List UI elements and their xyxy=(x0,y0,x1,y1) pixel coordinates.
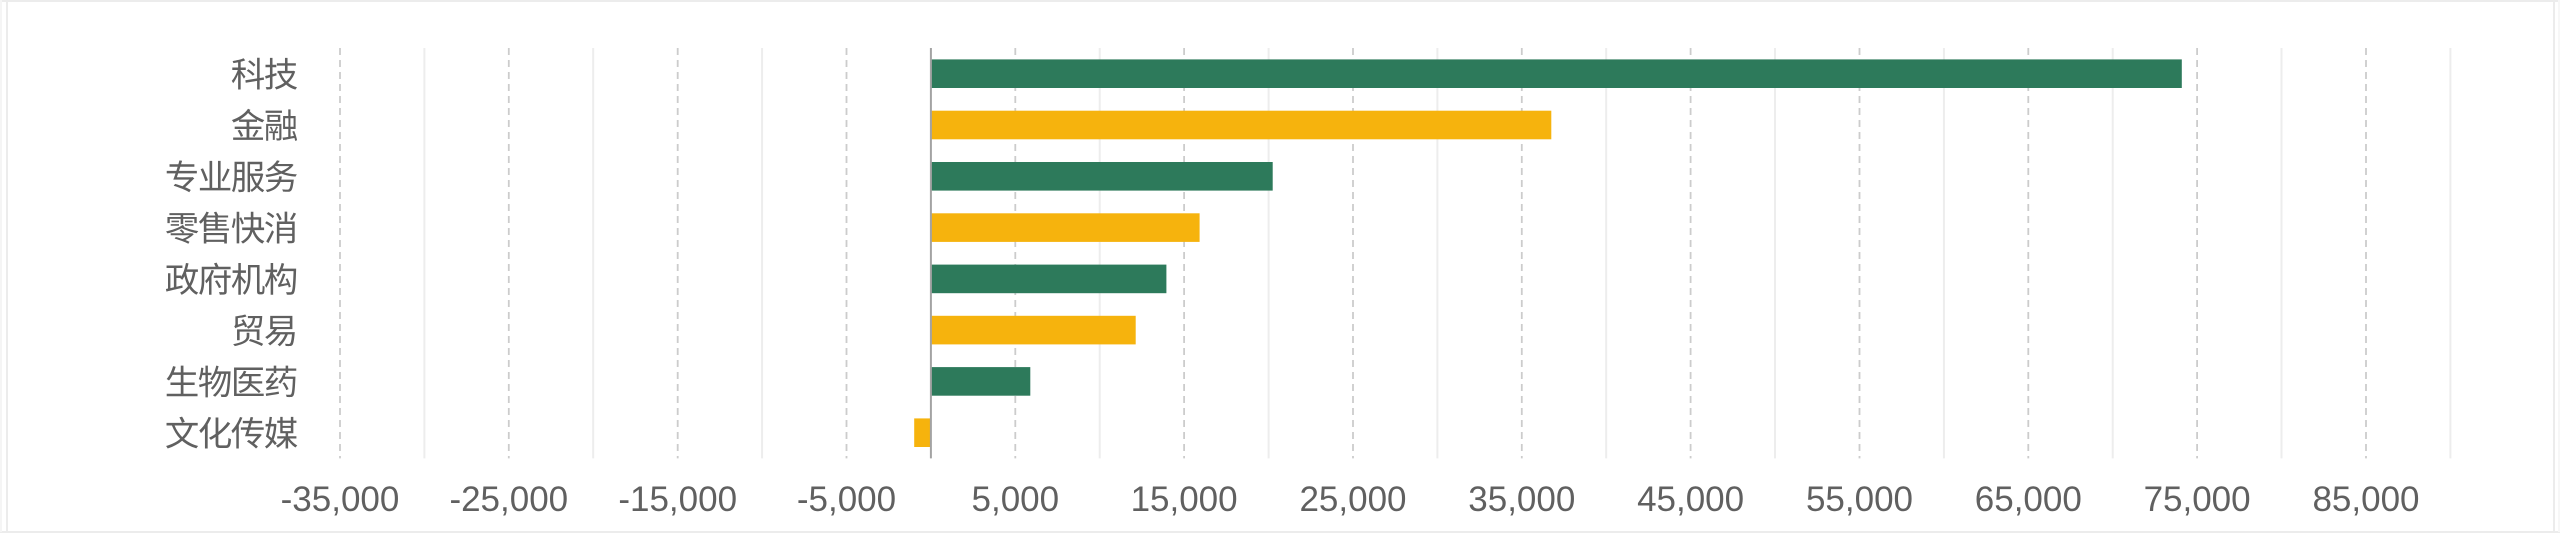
svg-text:-5,000: -5,000 xyxy=(797,480,896,519)
svg-text:85,000: 85,000 xyxy=(2312,480,2419,519)
svg-text:25,000: 25,000 xyxy=(1299,480,1406,519)
svg-text:-35,000: -35,000 xyxy=(281,480,400,519)
svg-text:-15,000: -15,000 xyxy=(618,480,737,519)
svg-text:35,000: 35,000 xyxy=(1468,480,1575,519)
svg-text:5,000: 5,000 xyxy=(972,480,1060,519)
svg-text:65,000: 65,000 xyxy=(1975,480,2082,519)
svg-text:75,000: 75,000 xyxy=(2144,480,2251,519)
svg-text:15,000: 15,000 xyxy=(1131,480,1238,519)
svg-text:55,000: 55,000 xyxy=(1806,480,1913,519)
svg-text:-25,000: -25,000 xyxy=(449,480,568,519)
svg-text:45,000: 45,000 xyxy=(1637,480,1744,519)
